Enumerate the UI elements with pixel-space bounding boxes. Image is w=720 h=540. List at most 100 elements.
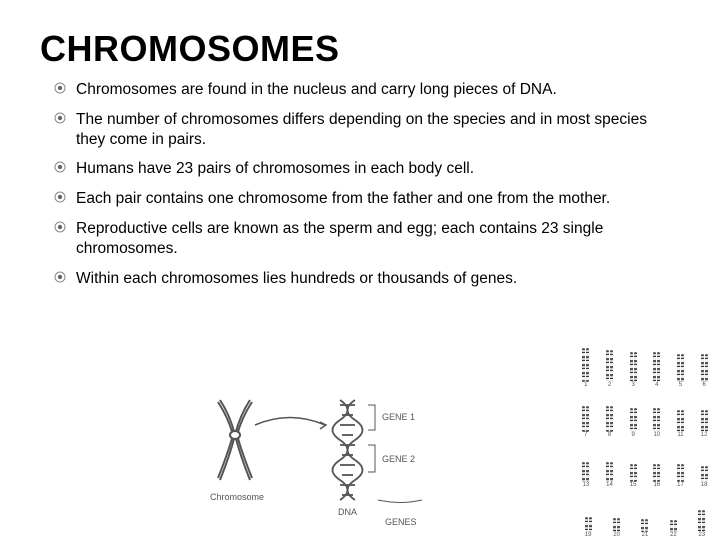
karyotype-pair: 8 [606, 406, 613, 438]
karyotype-chromosome [681, 354, 684, 382]
karyotype-pair: 12 [701, 410, 708, 438]
karyotype-chromosome [606, 406, 609, 432]
karyotype-number: 22 [670, 532, 677, 538]
bullet-text: Within each chromosomes lies hundreds or… [76, 270, 517, 287]
karyotype-pair: 22 [670, 520, 677, 538]
chromosome-label: Chromosome [210, 492, 264, 502]
bullet-icon [54, 161, 66, 173]
karyotype-number: 17 [677, 482, 684, 488]
karyotype-number: 15 [630, 482, 637, 488]
karyotype-pair: 7 [582, 406, 589, 438]
karyotype-chromosome [698, 510, 701, 532]
bullet-text: Chromosomes are found in the nucleus and… [76, 81, 557, 98]
bullet-icon [54, 221, 66, 233]
bullet-item: Reproductive cells are known as the sper… [54, 219, 680, 259]
karyotype-pair: 16 [653, 464, 660, 488]
karyotype-chromosome [617, 518, 620, 532]
karyotype-number: 16 [653, 482, 660, 488]
karyotype-chromosome [705, 466, 708, 482]
karyotype-chromosome [613, 518, 616, 532]
karyotype-row: 13 14 15 16 17 18 [570, 440, 720, 490]
karyotype-pair: 15 [630, 464, 637, 488]
karyotype-chromosome [701, 354, 704, 382]
slide: CHROMOSOMES Chromosomes are found in the… [0, 0, 720, 309]
karyotype-chromosome [606, 350, 609, 382]
karyotype-number: 10 [653, 432, 660, 438]
gene1-label: GENE 1 [382, 412, 415, 422]
karyotype-chromosome [681, 410, 684, 432]
karyotype-chromosome [585, 517, 588, 532]
karyotype-chromosome [610, 462, 613, 482]
karyotype-figure: 1234567891011121314151617181920212223 [570, 340, 720, 540]
karyotype-number: 21 [641, 532, 648, 538]
karyotype-chromosome [606, 462, 609, 482]
karyotype-number: 20 [613, 532, 620, 538]
karyotype-chromosome [610, 406, 613, 432]
karyotype-chromosome [634, 408, 637, 432]
bullet-list: Chromosomes are found in the nucleus and… [40, 80, 680, 289]
bullet-icon [54, 271, 66, 283]
bullet-item: Each pair contains one chromosome from t… [54, 189, 680, 209]
karyotype-number: 9 [630, 432, 637, 438]
bullet-item: Humans have 23 pairs of chromosomes in e… [54, 159, 680, 179]
karyotype-chromosome [657, 408, 660, 432]
karyotype-pair: 21 [641, 519, 648, 538]
karyotype-chromosome [653, 408, 656, 432]
karyotype-pair: 3 [630, 352, 637, 388]
karyotype-number: 3 [630, 382, 637, 388]
karyotype-chromosome [641, 519, 644, 532]
bullet-text: Humans have 23 pairs of chromosomes in e… [76, 160, 474, 177]
karyotype-chromosome [589, 517, 592, 532]
karyotype-chromosome [657, 464, 660, 482]
bullet-icon [54, 82, 66, 94]
karyotype-chromosome [634, 464, 637, 482]
karyotype-number: 7 [582, 432, 589, 438]
karyotype-number: 18 [701, 482, 708, 488]
karyotype-pair: 14 [606, 462, 613, 488]
karyotype-chromosome [653, 464, 656, 482]
slide-title: CHROMOSOMES [40, 28, 680, 70]
bullet-icon [54, 112, 66, 124]
karyotype-pair: 2 [606, 350, 613, 388]
karyotype-pair: 18 [701, 466, 708, 488]
karyotype-number: 4 [653, 382, 660, 388]
dna-label: DNA [338, 507, 357, 517]
karyotype-chromosome [677, 410, 680, 432]
karyotype-chromosome [702, 510, 705, 532]
bullet-icon [54, 191, 66, 203]
karyotype-pair: 1 [582, 348, 589, 388]
bullet-item: The number of chromosomes differs depend… [54, 110, 680, 150]
karyotype-pair: 10 [653, 408, 660, 438]
karyotype-number: 1 [582, 382, 589, 388]
karyotype-chromosome [701, 410, 704, 432]
karyotype-chromosome [705, 354, 708, 382]
karyotype-chromosome [582, 406, 585, 432]
karyotype-pair: 20 [613, 518, 620, 538]
karyotype-chromosome [645, 519, 648, 532]
bullet-text: The number of chromosomes differs depend… [76, 111, 647, 148]
karyotype-pair: 11 [677, 410, 684, 438]
karyotype-chromosome [586, 462, 589, 482]
karyotype-pair: 13 [582, 462, 589, 488]
karyotype-chromosome [634, 352, 637, 382]
karyotype-chromosome [681, 464, 684, 482]
karyotype-chromosome [677, 354, 680, 382]
karyotype-number: 19 [585, 532, 592, 538]
karyotype-chromosome [610, 350, 613, 382]
karyotype-row: 1 2 3 4 5 6 [570, 340, 720, 390]
karyotype-chromosome [582, 462, 585, 482]
genes-label: GENES [385, 517, 417, 527]
karyotype-chromosome [653, 352, 656, 382]
karyotype-number: 13 [582, 482, 589, 488]
karyotype-chromosome [657, 352, 660, 382]
karyotype-pair: 6 [701, 354, 708, 388]
karyotype-number: 5 [677, 382, 684, 388]
karyotype-chromosome [670, 520, 673, 532]
karyotype-chromosome [674, 520, 677, 532]
gene2-label: GENE 2 [382, 454, 415, 464]
karyotype-chromosome [630, 352, 633, 382]
bullet-item: Chromosomes are found in the nucleus and… [54, 80, 680, 100]
karyotype-number: 11 [677, 432, 684, 438]
karyotype-pair: 23 [698, 510, 705, 538]
karyotype-chromosome [586, 348, 589, 382]
